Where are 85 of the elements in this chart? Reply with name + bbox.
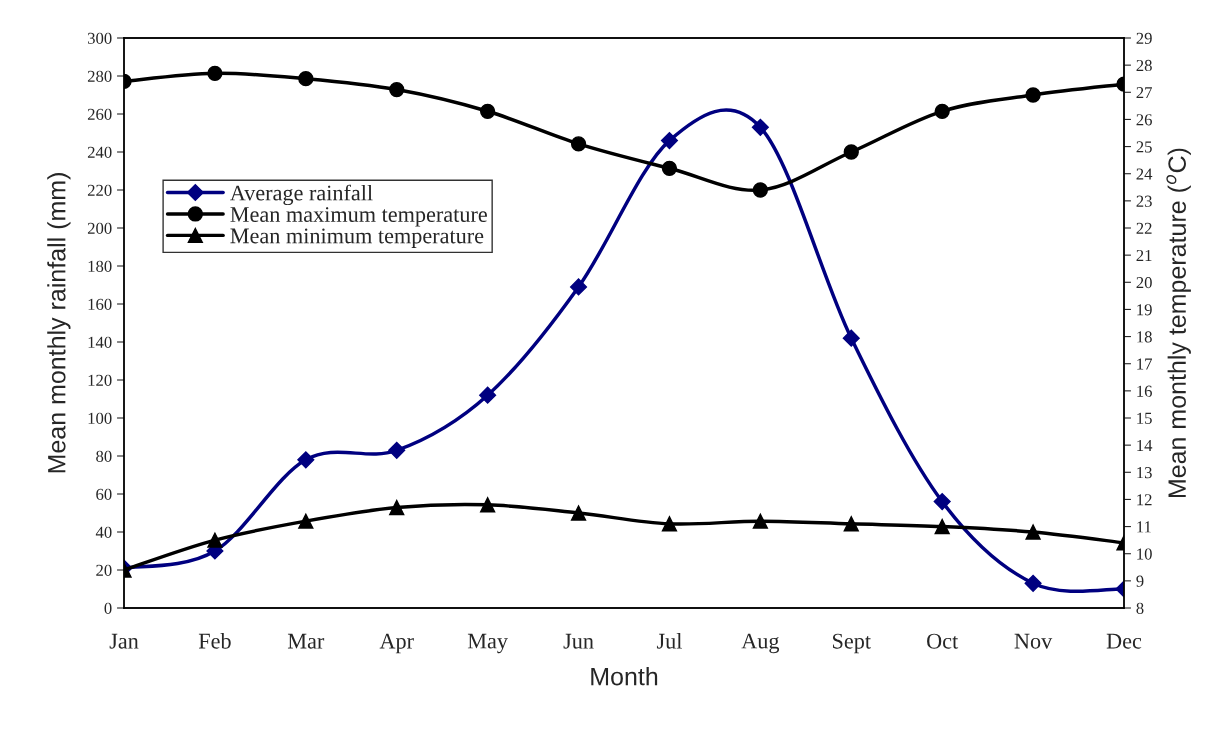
point bbox=[842, 329, 860, 347]
y-tick-label: 80 bbox=[96, 450, 112, 462]
y-tick-label: 120 bbox=[88, 374, 112, 386]
y-tick-label: 160 bbox=[88, 298, 112, 310]
point bbox=[934, 103, 950, 119]
y2-tick-label: 16 bbox=[1137, 385, 1152, 397]
x-axis-title: Month bbox=[591, 667, 658, 686]
x-tick-label: Dec bbox=[1106, 633, 1142, 649]
point bbox=[661, 160, 678, 176]
y-tick-label: 40 bbox=[95, 526, 112, 538]
x-tick-label: May bbox=[467, 633, 508, 654]
point bbox=[933, 493, 951, 511]
point bbox=[207, 532, 223, 548]
y2-tick-label: 28 bbox=[1136, 59, 1152, 72]
y2-tick-label: 14 bbox=[1137, 439, 1153, 451]
y2-tick-label: 23 bbox=[1136, 195, 1152, 207]
point bbox=[389, 81, 405, 98]
x-tick-label: Jan bbox=[109, 633, 139, 649]
y2-tick-label: 26 bbox=[1136, 114, 1152, 126]
point bbox=[479, 386, 497, 404]
y2-tick-label: 12 bbox=[1137, 494, 1152, 506]
y-tick-label: 280 bbox=[87, 70, 112, 82]
point bbox=[661, 516, 678, 532]
y-tick-label: 220 bbox=[87, 184, 112, 196]
y2-tick-label: 11 bbox=[1137, 521, 1151, 533]
point bbox=[752, 513, 769, 529]
x-tick-label: Jul bbox=[656, 633, 682, 649]
y-tick-label: 300 bbox=[87, 32, 112, 44]
point bbox=[843, 516, 859, 532]
point bbox=[660, 132, 679, 150]
legend-label: Mean maximum temperature bbox=[230, 207, 487, 227]
point bbox=[207, 65, 223, 81]
x-tick-label: Feb bbox=[198, 633, 231, 649]
point bbox=[569, 278, 588, 296]
point bbox=[934, 518, 950, 535]
x-tick-label: Oct bbox=[927, 633, 959, 649]
y2-tick-label: 24 bbox=[1136, 168, 1153, 180]
y-tick-label: 180 bbox=[88, 260, 112, 272]
y-tick-label: 100 bbox=[88, 412, 112, 424]
y2-tick-label: 27 bbox=[1136, 87, 1152, 99]
y2-tick-label: 29 bbox=[1136, 32, 1152, 44]
point bbox=[570, 136, 587, 152]
point bbox=[752, 182, 769, 198]
y2-tick-label: 25 bbox=[1136, 141, 1152, 153]
point bbox=[298, 513, 314, 529]
point bbox=[1025, 87, 1041, 103]
y-tick-label: 260 bbox=[87, 108, 112, 120]
point bbox=[479, 103, 496, 119]
y-tick-label: 200 bbox=[87, 222, 112, 234]
point bbox=[388, 441, 406, 459]
legend-label: Mean minimum temperature bbox=[230, 228, 484, 248]
y2-tick-label: 19 bbox=[1137, 304, 1152, 316]
point bbox=[751, 118, 769, 136]
y2-tick-label: 18 bbox=[1137, 331, 1152, 343]
point bbox=[298, 71, 314, 87]
point bbox=[843, 144, 859, 160]
x-tick-label: Aug bbox=[741, 633, 780, 654]
y2-tick-label: 8 bbox=[1136, 602, 1144, 614]
point bbox=[389, 499, 405, 516]
point bbox=[1024, 574, 1042, 592]
y-tick-label: 20 bbox=[96, 564, 112, 576]
x-tick-label: Nov bbox=[1014, 633, 1053, 649]
y2-tick-label: 9 bbox=[1136, 575, 1144, 587]
y2-tick-label: 22 bbox=[1136, 222, 1152, 234]
y2-tick-label: 13 bbox=[1137, 467, 1152, 479]
x-tick-label: Jun bbox=[563, 633, 594, 649]
y-tick-label: 60 bbox=[96, 488, 112, 500]
y2-tick-label: 15 bbox=[1137, 412, 1152, 424]
x-tick-label: Mar bbox=[287, 633, 325, 649]
y-tick-label: 240 bbox=[87, 146, 112, 158]
legend-label: Average rainfall bbox=[230, 184, 373, 206]
y2-tick-label: 21 bbox=[1136, 249, 1152, 261]
point bbox=[297, 451, 315, 469]
y2-tick-label: 17 bbox=[1137, 358, 1152, 370]
point bbox=[479, 497, 496, 513]
y-axis-title: Mean monthly rainfall (mm) bbox=[47, 173, 71, 473]
point bbox=[570, 505, 587, 521]
x-tick-label: Sept bbox=[833, 633, 871, 654]
point bbox=[1025, 524, 1041, 540]
y-tick-label: 0 bbox=[104, 602, 112, 614]
y2-tick-label: 20 bbox=[1136, 276, 1152, 289]
y-tick-label: 140 bbox=[88, 336, 112, 348]
y2-axis-title: Mean monthly temperature ($^{o}$C) bbox=[1166, 148, 1191, 498]
y2-tick-label: 10 bbox=[1137, 548, 1152, 560]
x-tick-label: Apr bbox=[379, 633, 414, 654]
